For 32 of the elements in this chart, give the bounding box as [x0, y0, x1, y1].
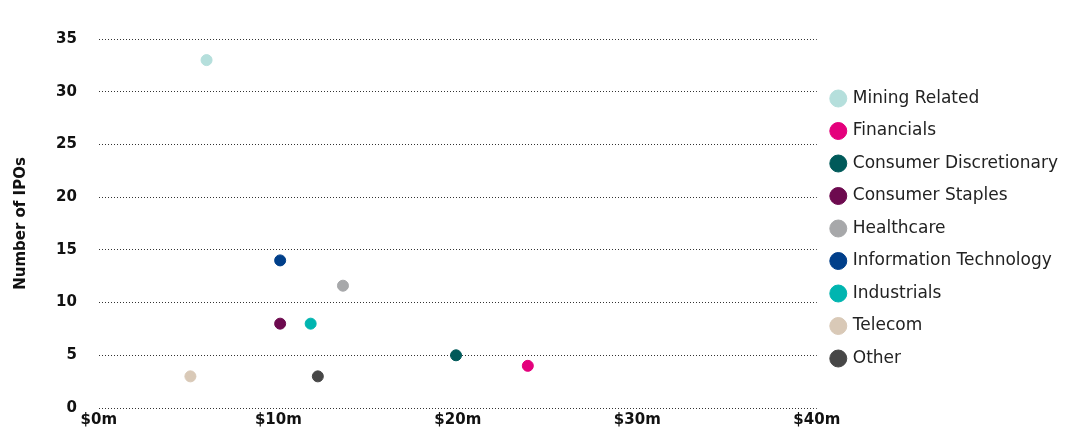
point	[184, 370, 197, 383]
y-tick-label: 10	[56, 292, 77, 311]
legend-label: Mining Related	[852, 86, 980, 107]
point	[274, 317, 287, 330]
y-tick-label: 15	[56, 239, 77, 258]
legend-label: Consumer Staples	[852, 184, 1008, 205]
legend-label: Information Technology	[852, 249, 1052, 270]
x-tick-label: $20m	[434, 409, 482, 428]
y-tick-label: 20	[56, 187, 77, 206]
legend-label: Consumer Discretionary	[852, 151, 1059, 172]
point	[450, 349, 463, 362]
x-tick-label: $0m	[80, 409, 118, 428]
x-tick-label: $10m	[254, 409, 302, 428]
point	[336, 279, 349, 292]
point	[274, 254, 287, 267]
legend-label: Telecom	[851, 314, 923, 335]
y-axis-title: Number of IPOs	[10, 157, 29, 290]
point	[200, 54, 213, 67]
point	[304, 317, 317, 330]
point	[311, 370, 324, 383]
legend-label: Industrials	[852, 281, 942, 302]
legend-label: Other	[852, 346, 902, 367]
x-tick-label: $40m	[793, 409, 841, 428]
y-tick-label: 25	[56, 134, 77, 153]
y-tick-label: 0	[66, 397, 77, 416]
x-tick-label: $30m	[613, 409, 661, 428]
point	[521, 359, 534, 372]
y-tick-label: 35	[56, 28, 77, 47]
y-tick-label: 5	[66, 345, 77, 364]
legend-label: Healthcare	[852, 216, 946, 237]
legend-label: Financials	[852, 119, 937, 140]
y-tick-label: 30	[56, 81, 77, 100]
